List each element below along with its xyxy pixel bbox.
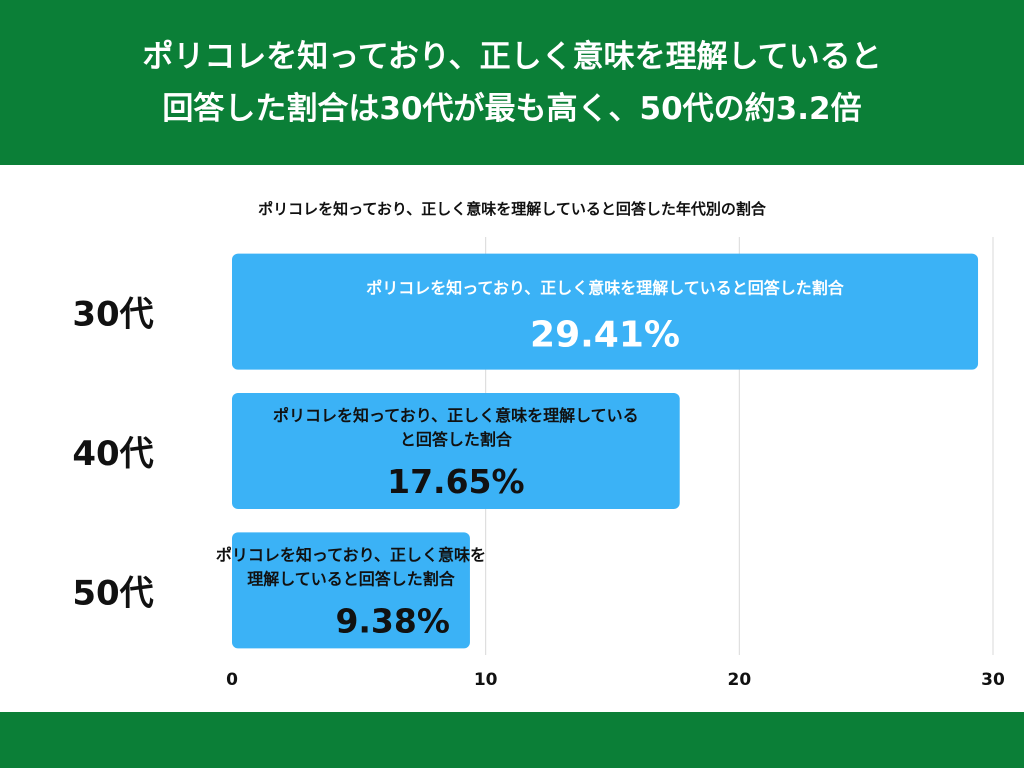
chart-title: ポリコレを知っており、正しく意味を理解していると回答した年代別の割合 [258, 200, 766, 218]
value-label: 29.41% [530, 315, 680, 356]
headline-line-2: 回答した割合は30代が最も高く、50代の約3.2倍 [162, 90, 862, 127]
x-tick-label: 20 [727, 670, 751, 690]
bar-caption: 理解していると回答した割合 [247, 569, 456, 588]
category-label: 30代 [72, 295, 153, 335]
x-tick-label: 30 [981, 670, 1005, 690]
header-banner: ポリコレを知っており、正しく意味を理解していると 回答した割合は30代が最も高く… [0, 0, 1024, 165]
bar [232, 253, 979, 370]
bar-caption: と回答した割合 [400, 430, 513, 449]
x-tick-label: 10 [474, 670, 498, 690]
bar [232, 532, 470, 649]
bar [232, 393, 680, 509]
bar-caption: ポリコレを知っており、正しく意味を理解している [273, 406, 639, 425]
x-tick-label: 0 [226, 670, 238, 690]
category-label: 50代 [72, 573, 153, 613]
category-label: 40代 [72, 434, 153, 474]
headline-line-1: ポリコレを知っており、正しく意味を理解していると [142, 38, 882, 75]
bar-caption: ポリコレを知っており、正しく意味を [216, 545, 486, 564]
value-label: 9.38% [335, 601, 450, 640]
footer-band [0, 712, 1024, 768]
bar-caption: ポリコレを知っており、正しく意味を理解していると回答した割合 [366, 279, 845, 298]
value-label: 17.65% [387, 462, 524, 501]
